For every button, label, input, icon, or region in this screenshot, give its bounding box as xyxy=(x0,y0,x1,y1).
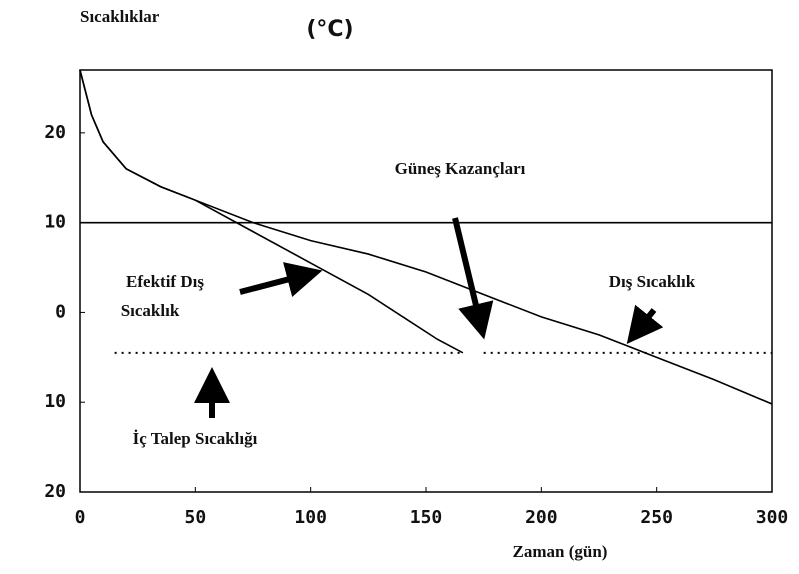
unit-label: (°C) xyxy=(306,17,353,42)
arrow xyxy=(626,304,664,345)
annotation: Güneş Kazançları xyxy=(395,159,526,178)
arrow xyxy=(239,262,323,297)
x-tick-label: 50 xyxy=(184,507,206,528)
x-tick-label: 200 xyxy=(525,507,558,528)
arrow xyxy=(452,217,494,340)
x-tick-label: 0 xyxy=(75,507,86,528)
annotation: Sıcaklık xyxy=(121,301,180,320)
x-tick-label: 250 xyxy=(640,507,673,528)
x-tick-label: 300 xyxy=(756,507,789,528)
annotation: İç Talep Sıcaklığı xyxy=(133,429,258,448)
annotation: Dış Sıcaklık xyxy=(609,272,696,291)
x-axis-label: Zaman (gün) xyxy=(513,542,608,561)
series-line xyxy=(79,69,464,354)
y-tick-label: 20 xyxy=(44,122,66,143)
annotation: Efektif Dış xyxy=(126,272,204,291)
series-line xyxy=(79,69,773,405)
y-tick-label: 20 xyxy=(44,481,66,502)
arrows xyxy=(194,217,664,418)
y-tick-label: 10 xyxy=(44,391,66,412)
y-tick-label: 10 xyxy=(44,212,66,233)
x-tick-label: 150 xyxy=(410,507,443,528)
y-tick-label: 0 xyxy=(55,301,66,322)
chart-title: Sıcaklıklar xyxy=(80,7,160,26)
x-tick-label: 100 xyxy=(294,507,327,528)
